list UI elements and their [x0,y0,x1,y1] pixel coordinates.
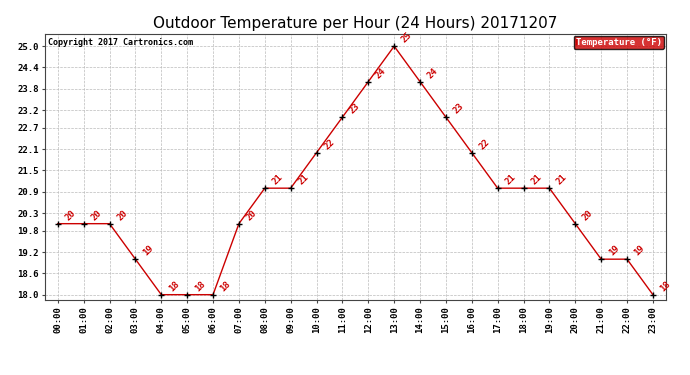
Text: 21: 21 [270,173,284,187]
Text: 18: 18 [219,279,233,293]
Text: 24: 24 [374,66,388,80]
Text: 19: 19 [633,244,647,258]
Text: 20: 20 [581,209,595,222]
Text: 22: 22 [322,137,336,151]
Text: 22: 22 [477,137,491,151]
Text: 23: 23 [348,102,362,116]
Text: 21: 21 [503,173,518,187]
Title: Outdoor Temperature per Hour (24 Hours) 20171207: Outdoor Temperature per Hour (24 Hours) … [153,16,558,31]
Text: 20: 20 [63,209,77,222]
Text: 20: 20 [244,209,259,222]
Text: 21: 21 [555,173,569,187]
Text: 19: 19 [141,244,155,258]
Text: 20: 20 [89,209,104,222]
Text: 23: 23 [451,102,466,116]
Text: 20: 20 [115,209,129,222]
Text: 21: 21 [296,173,310,187]
Text: 18: 18 [658,279,673,293]
Text: 25: 25 [400,31,414,45]
Legend: Temperature (°F): Temperature (°F) [573,36,664,49]
Text: 19: 19 [607,244,621,258]
Text: Copyright 2017 Cartronics.com: Copyright 2017 Cartronics.com [48,38,193,47]
Text: 24: 24 [426,66,440,80]
Text: 21: 21 [529,173,543,187]
Text: 18: 18 [167,279,181,293]
Text: 18: 18 [193,279,207,293]
